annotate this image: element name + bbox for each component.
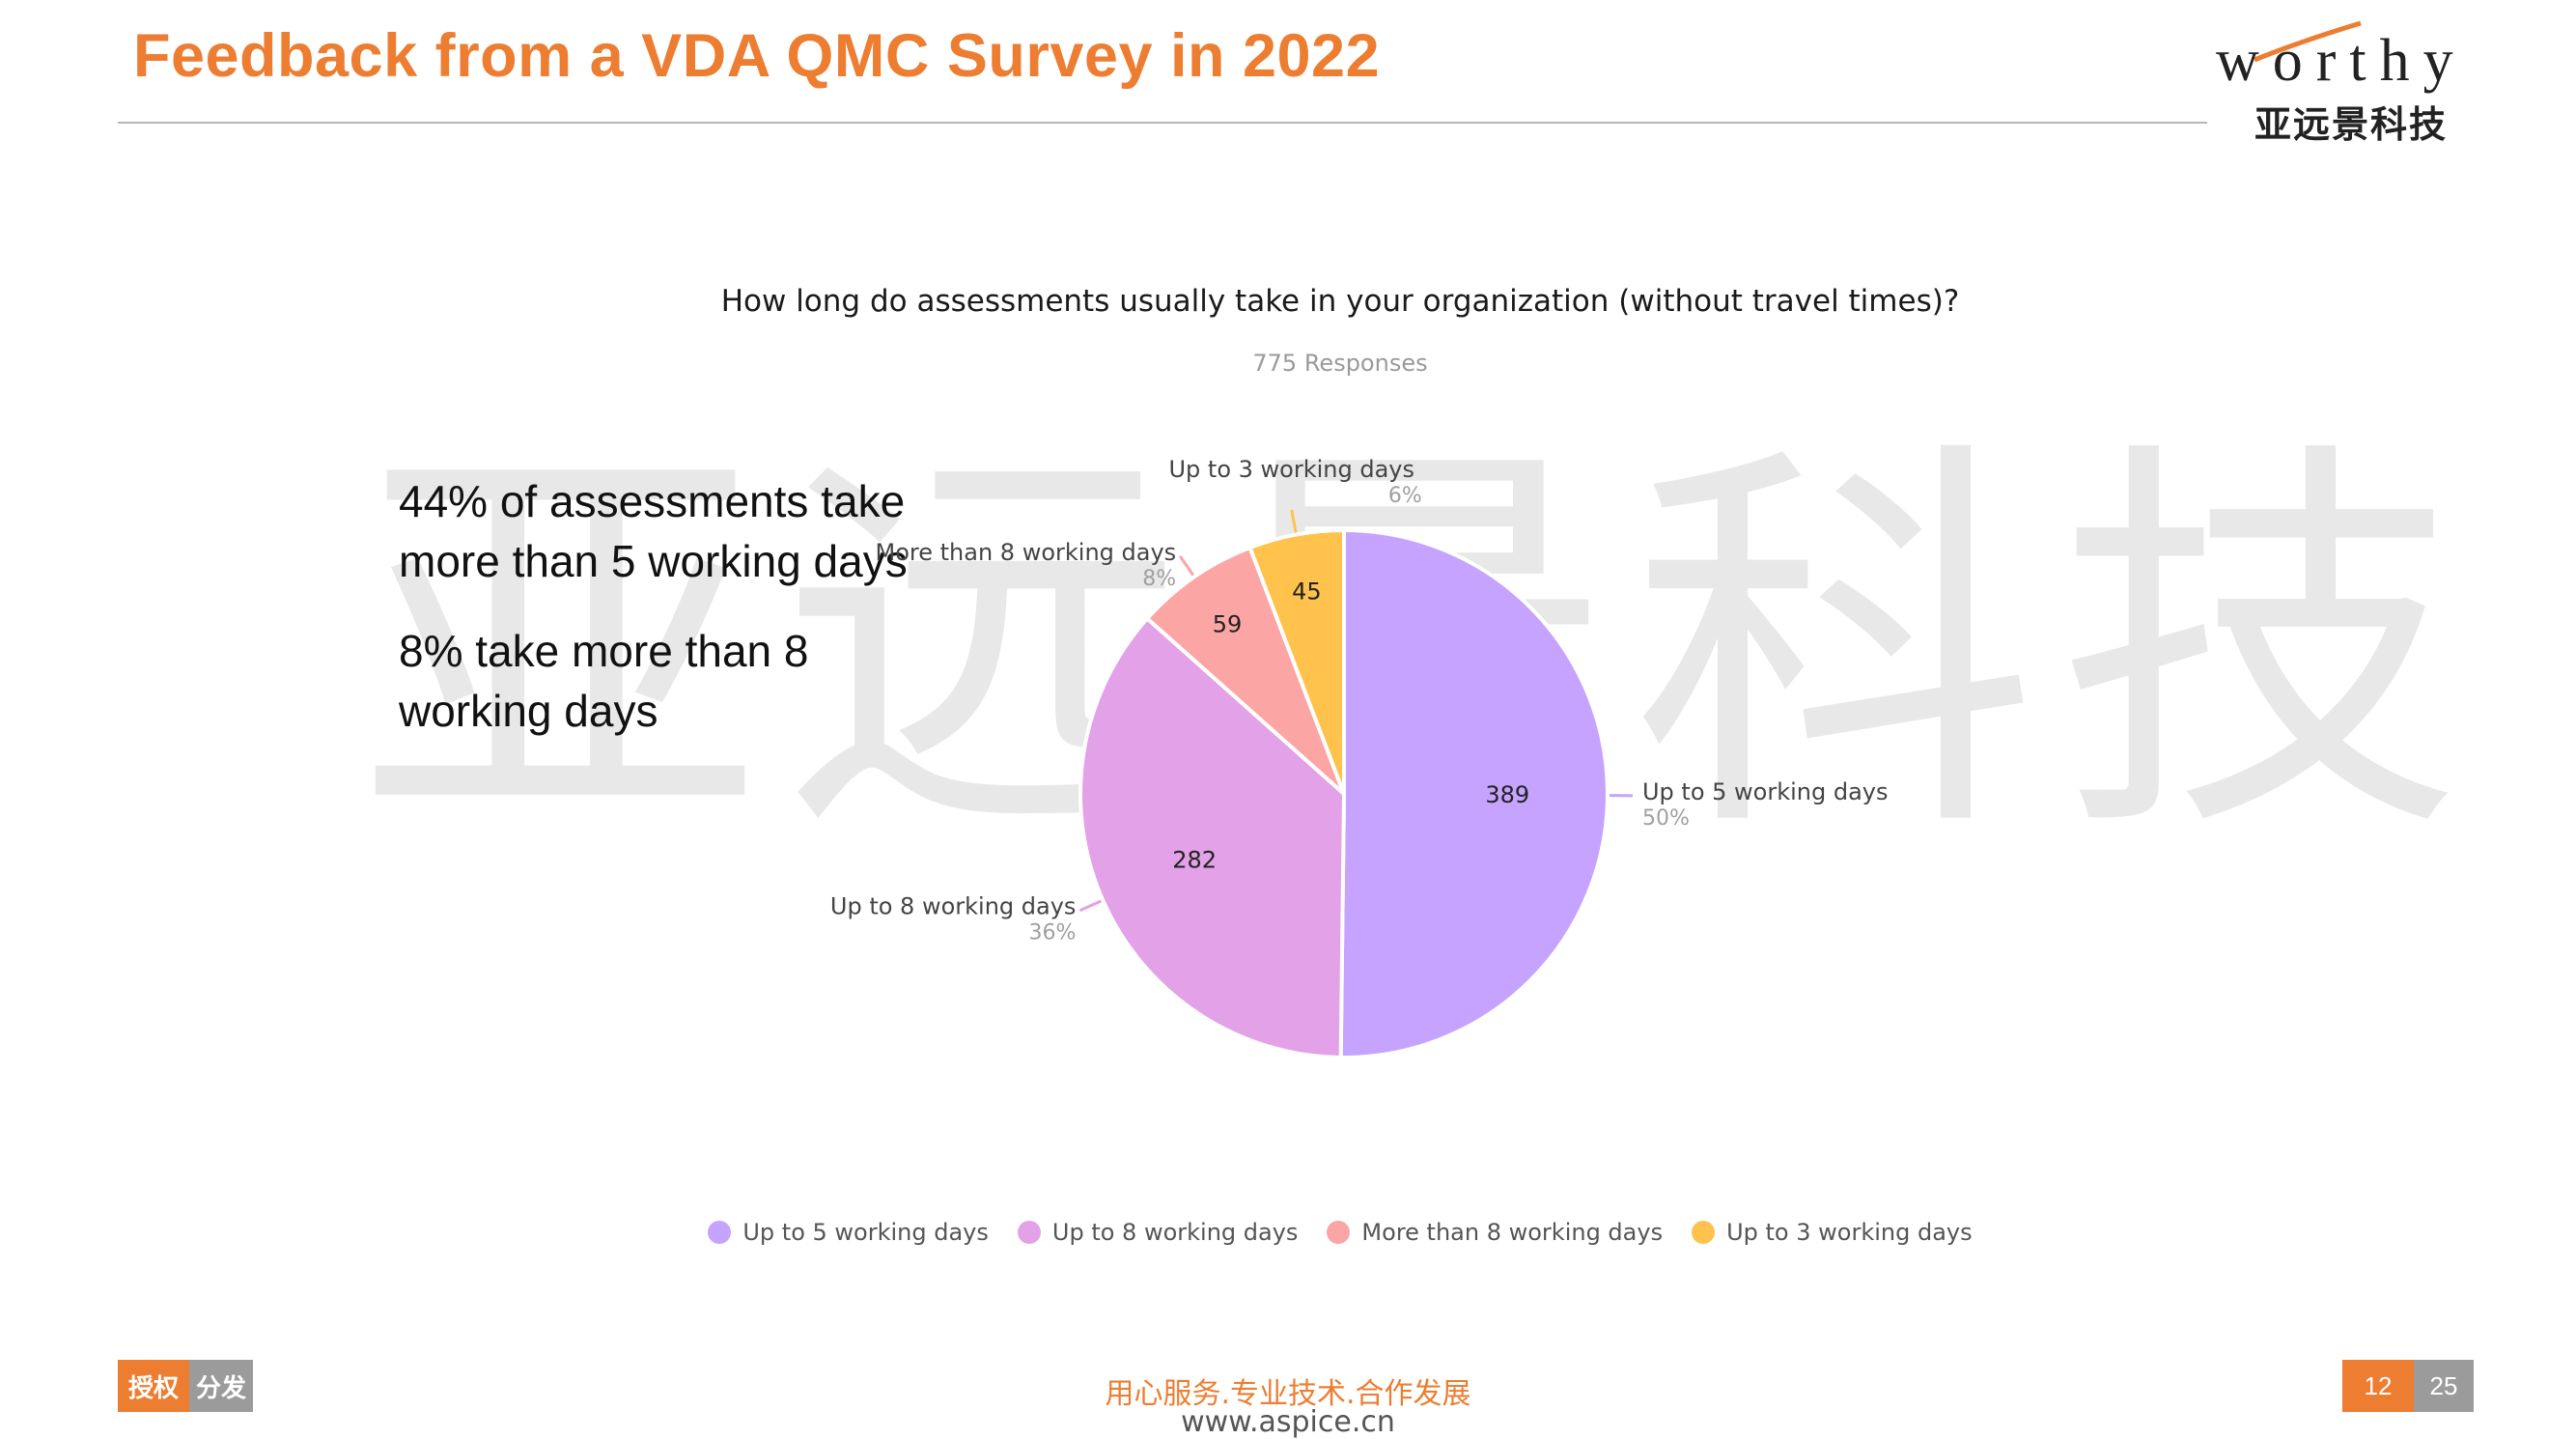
legend-label: Up to 5 working days <box>742 1219 989 1246</box>
callout-percent-more-than-8-working-days: 8% <box>1142 567 1176 591</box>
chart-legend: Up to 5 working days Up to 8 working days… <box>0 1219 2576 1246</box>
legend-label: Up to 3 working days <box>1726 1219 1973 1246</box>
pie-slice-up-to-5-working-days <box>1341 530 1608 1058</box>
callout-line-up-to-8-working-days <box>1079 901 1101 911</box>
slice-value-up-to-5-working-days: 389 <box>1485 781 1529 808</box>
legend-swatch-icon <box>1692 1221 1715 1244</box>
legend-swatch-icon <box>708 1221 731 1244</box>
legend-item-up-to-3-working-days[interactable]: Up to 3 working days <box>1692 1219 1973 1246</box>
legend-label: Up to 8 working days <box>1052 1219 1299 1246</box>
callout-label-up-to-3-working-days: Up to 3 working days <box>1168 456 1414 483</box>
slice-value-more-than-8-working-days: 59 <box>1213 611 1243 638</box>
slice-value-up-to-8-working-days: 282 <box>1172 846 1217 873</box>
callout-line-more-than-8-working-days <box>1180 556 1193 576</box>
authorization-badge: 授权 <box>118 1360 189 1412</box>
callout-label-up-to-8-working-days: Up to 8 working days <box>830 893 1077 920</box>
page-number-total: 25 <box>2414 1360 2474 1412</box>
legend-label: More than 8 working days <box>1361 1219 1663 1246</box>
callout-percent-up-to-3-working-days: 6% <box>1388 484 1422 508</box>
distribution-badge: 分发 <box>189 1360 253 1412</box>
legend-item-more-than-8-working-days[interactable]: More than 8 working days <box>1327 1219 1663 1246</box>
legend-item-up-to-8-working-days[interactable]: Up to 8 working days <box>1018 1219 1299 1246</box>
page-number-current: 12 <box>2342 1360 2414 1412</box>
footer-url: www.aspice.cn <box>0 1405 2576 1439</box>
legend-swatch-icon <box>1018 1221 1041 1244</box>
slice-value-up-to-3-working-days: 45 <box>1292 578 1322 606</box>
legend-swatch-icon <box>1327 1221 1350 1244</box>
legend-item-up-to-5-working-days[interactable]: Up to 5 working days <box>708 1219 989 1246</box>
callout-line-up-to-3-working-days <box>1292 510 1296 533</box>
callout-percent-up-to-8-working-days: 36% <box>1029 921 1077 945</box>
callout-label-more-than-8-working-days: More than 8 working days <box>876 539 1177 566</box>
callout-percent-up-to-5-working-days: 50% <box>1642 806 1690 831</box>
callout-label-up-to-5-working-days: Up to 5 working days <box>1642 778 1889 805</box>
